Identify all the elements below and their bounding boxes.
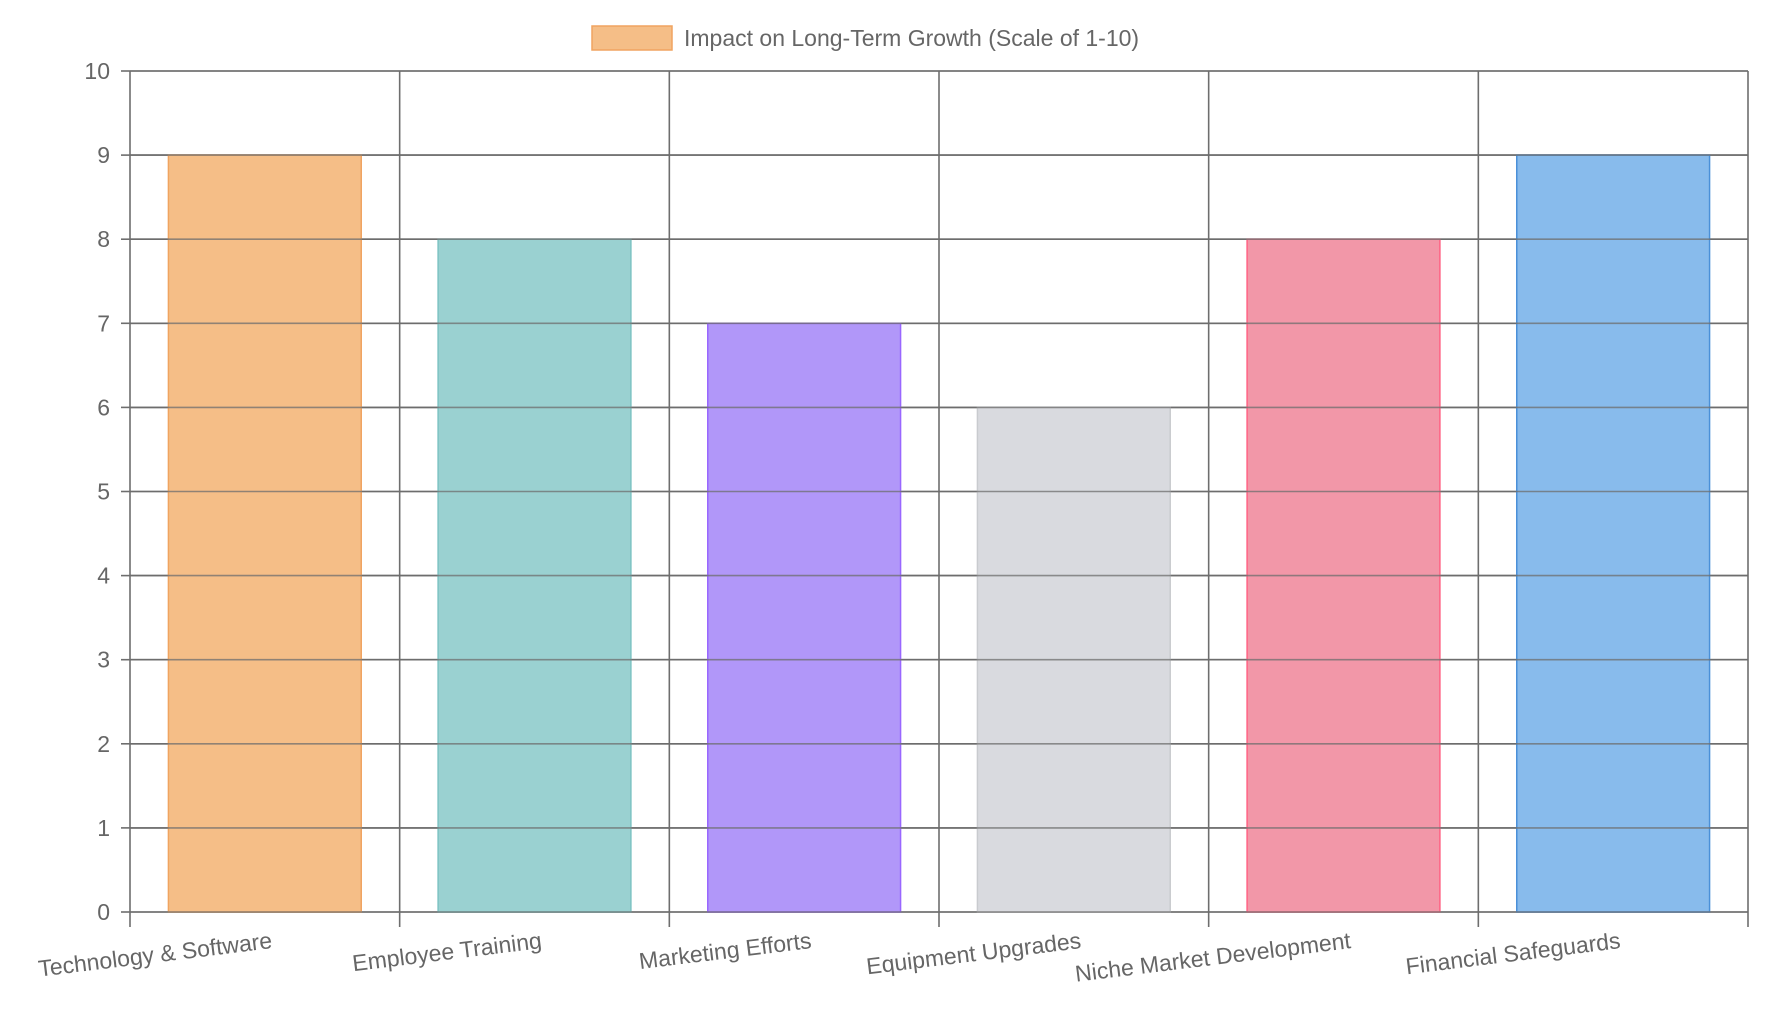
x-tick-label: Niche Market Development [1074,927,1353,987]
y-tick-label: 6 [97,394,110,420]
bar-technology-software[interactable] [167,154,362,913]
y-tick-label: 8 [97,226,110,252]
x-tick-label: Equipment Upgrades [865,927,1083,979]
legend-label[interactable]: Impact on Long-Term Growth (Scale of 1-1… [684,25,1139,51]
y-tick-label: 7 [97,310,110,336]
legend[interactable]: Impact on Long-Term Growth (Scale of 1-1… [591,25,1139,51]
bar-marketing-efforts[interactable] [707,322,902,913]
y-tick-label: 2 [97,731,110,757]
x-tick-label: Employee Training [351,927,543,976]
legend-swatch[interactable] [591,25,673,51]
x-axis-ticks: Technology & Software Employee Training Ma… [37,927,1622,987]
y-tick-label: 1 [97,815,110,841]
x-tick-label: Marketing Efforts [637,927,812,974]
y-tick-label: 9 [97,142,110,168]
bar-financial-safeguards[interactable] [1516,154,1711,913]
grid [129,70,1749,927]
y-tick-label: 5 [97,479,110,505]
y-tick-label: 0 [97,899,110,925]
axes [130,70,1748,913]
y-axis-ticks: 0 1 2 3 4 5 6 7 8 9 10 [84,58,130,925]
y-tick-label: 10 [84,58,110,84]
y-tick-label: 3 [97,647,110,673]
y-tick-label: 4 [97,563,110,589]
x-tick-label: Financial Safeguards [1404,927,1622,979]
x-tick-label: Technology & Software [37,927,274,981]
